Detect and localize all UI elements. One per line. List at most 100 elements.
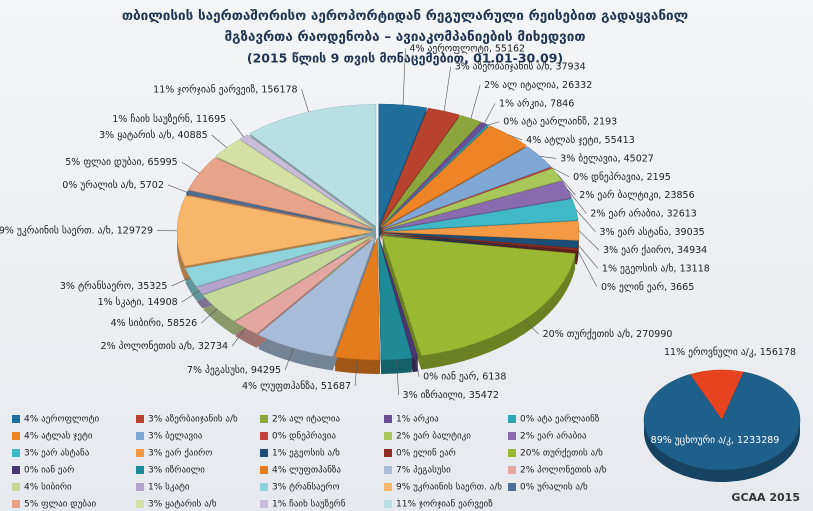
legend-label: 3% ყატარის ა/ხ: [148, 499, 217, 510]
label-category: 20% თურქეთის ა/ხ: [543, 329, 630, 340]
leader-line: [396, 359, 399, 396]
label-category: 4% აეროფლოტი: [409, 43, 488, 54]
label-value: 23856: [664, 190, 694, 201]
leader-line: [523, 319, 539, 335]
label-value: 26332: [562, 80, 592, 91]
data-label: 1% სკატი, 14908: [98, 297, 178, 308]
data-label: 3% აზერბაიჯანის ა/ხ, 37934: [455, 61, 586, 72]
label-separator: ,: [618, 153, 624, 164]
label-separator: ,: [245, 364, 251, 375]
leader-line: [509, 134, 523, 141]
legend-label: 20% თურქეთის ა/ხ: [520, 448, 603, 459]
data-label: 0% ურალის ა/ხ, 5702: [62, 179, 164, 190]
label-separator: ,: [255, 84, 261, 95]
slice-side: [383, 234, 578, 253]
label-separator: ,: [671, 245, 677, 256]
label-category: 3% ბელავია: [560, 153, 618, 164]
leader-line: [354, 359, 358, 386]
legend-label: 3% ეარ ქაირო: [148, 448, 212, 459]
leader-line: [540, 155, 557, 159]
label-separator: ,: [171, 129, 177, 140]
leader-line: [301, 89, 309, 112]
data-label: 2% ეარ ბალტიკი, 23856: [579, 190, 694, 201]
label-category: 4% ლუფთჰანზა: [242, 380, 315, 391]
label-separator: ,: [754, 347, 760, 358]
label-separator: ,: [131, 281, 137, 292]
label-separator: ,: [641, 171, 647, 182]
legend-swatch: [508, 449, 516, 457]
data-label: 0% ატა ეარლაინზ, 2193: [503, 116, 617, 127]
label-separator: ,: [549, 61, 555, 72]
legend-swatch: [508, 415, 516, 423]
data-label: 3% იზრაილი, 35472: [403, 390, 499, 401]
leader-line: [557, 174, 576, 196]
label-category: 1% სკატი: [98, 297, 142, 308]
label-category: 11% ჯორჯიან ეარვეიზ: [153, 84, 255, 95]
label-category: 3% იზრაილი: [403, 390, 463, 401]
slice: [382, 146, 552, 229]
leader-line: [181, 290, 200, 303]
label-value: 32734: [198, 341, 228, 352]
legend-label: 11% ჯორჯიან ეარვეიზ: [396, 499, 493, 510]
label-value: 2193: [593, 116, 617, 127]
legend-label: 1% სკატი: [148, 482, 190, 493]
label-separator: ,: [463, 390, 469, 401]
label-category: 5% ფლაი დუბაი: [65, 157, 141, 168]
label-value: 129729: [117, 225, 153, 236]
slice: [215, 139, 374, 229]
data-label: 3% ყატარის ა/ხ, 40885: [99, 129, 208, 140]
legend-swatch: [384, 449, 392, 457]
leader-line: [577, 244, 599, 269]
label-separator: ,: [556, 80, 562, 91]
leader-line: [284, 348, 294, 371]
legend-swatch: [260, 483, 268, 491]
data-label: 11% ჯორჯიან ეარვეიზ, 156178: [153, 84, 297, 95]
label-category: 2% ეარ არაბია: [590, 208, 660, 219]
label-separator: ,: [111, 225, 117, 236]
legend-swatch: [12, 432, 20, 440]
data-label: 4% ლუფთჰანზა, 51687: [242, 380, 351, 391]
label-category: 2% ეარ ბალტიკი: [579, 190, 658, 201]
leader-line: [171, 277, 191, 287]
data-label: 0% დნეპრავია, 2195: [573, 171, 671, 182]
legend-label: 0% ელინ ეარ: [396, 448, 456, 459]
legend-label: 2% ეარ არაბია: [520, 431, 587, 442]
data-label: 4% ატლას ჯეტი, 55413: [526, 135, 635, 146]
slice: [184, 233, 373, 287]
slice: [378, 103, 428, 227]
legend-swatch: [260, 500, 268, 508]
label-separator: ,: [192, 341, 198, 352]
legend-label: 2% პოლონეთის ა/ხ: [520, 465, 607, 476]
leader-line: [576, 249, 598, 287]
label-value: 65995: [148, 157, 178, 168]
label-value: 45027: [624, 153, 654, 164]
label-category: 0% ურალის ა/ხ: [62, 179, 133, 190]
label-value: 6138: [482, 371, 506, 382]
data-label: 4% აეროფლოტი, 55162: [409, 43, 525, 54]
label-value: 32613: [667, 208, 697, 219]
slice: [196, 234, 373, 295]
legend-swatch: [260, 466, 268, 474]
legend-swatch: [260, 432, 268, 440]
slice: [378, 237, 419, 359]
legend-label: 3% ტრანსაერო: [272, 482, 340, 493]
data-label: 3% ბელავია, 45027: [560, 153, 654, 164]
slice: [381, 125, 528, 228]
legend-swatch: [136, 432, 144, 440]
label-value: 58526: [167, 318, 197, 329]
legend-swatch: [384, 466, 392, 474]
slice: [185, 190, 373, 231]
legend-label: 3% აზერბაიჯანის ა/ხ: [148, 414, 238, 425]
label-category: 3% ყატარის ა/ხ: [99, 129, 171, 140]
label-category: 1% ეგეოსის ა/ხ: [602, 263, 674, 274]
legend-swatch: [384, 432, 392, 440]
data-label: 1% ჩაიხ საუზერნ, 11695: [112, 113, 226, 124]
data-label: 5% ფლაი დუბაი, 65995: [65, 157, 177, 168]
slice: [378, 237, 413, 361]
legend-swatch: [508, 466, 516, 474]
data-label: 2% ეარ არაბია, 32613: [590, 208, 696, 219]
data-label: 2% პოლონეთის ა/ხ, 32734: [101, 341, 229, 352]
label-value: 156178: [261, 84, 297, 95]
label-value: 55413: [605, 135, 635, 146]
legend-label: 2% ეარ ბალტიკი: [396, 431, 471, 442]
